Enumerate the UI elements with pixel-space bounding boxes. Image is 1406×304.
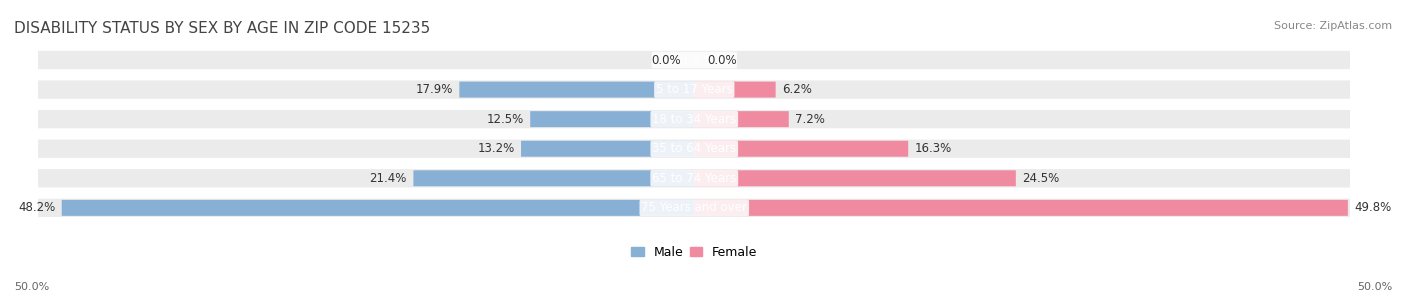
Text: 75 Years and over: 75 Years and over <box>641 201 747 214</box>
Text: 24.5%: 24.5% <box>1022 172 1060 185</box>
FancyBboxPatch shape <box>38 140 1351 158</box>
FancyBboxPatch shape <box>522 141 695 157</box>
Legend: Male, Female: Male, Female <box>626 241 762 264</box>
Text: 48.2%: 48.2% <box>18 201 55 214</box>
FancyBboxPatch shape <box>460 81 695 98</box>
Text: 18 to 34 Years: 18 to 34 Years <box>652 113 737 126</box>
FancyBboxPatch shape <box>695 200 1348 216</box>
Text: Source: ZipAtlas.com: Source: ZipAtlas.com <box>1274 21 1392 31</box>
FancyBboxPatch shape <box>695 141 908 157</box>
FancyBboxPatch shape <box>38 81 1351 99</box>
FancyBboxPatch shape <box>695 170 1015 186</box>
Text: 7.2%: 7.2% <box>796 113 825 126</box>
FancyBboxPatch shape <box>695 111 789 127</box>
FancyBboxPatch shape <box>38 110 1351 128</box>
Text: 0.0%: 0.0% <box>651 54 681 67</box>
Text: 0.0%: 0.0% <box>707 54 737 67</box>
Text: 50.0%: 50.0% <box>1357 282 1392 292</box>
FancyBboxPatch shape <box>62 200 695 216</box>
Text: 6.2%: 6.2% <box>782 83 813 96</box>
Text: 17.9%: 17.9% <box>415 83 453 96</box>
Text: Under 5 Years: Under 5 Years <box>654 54 735 67</box>
Text: 16.3%: 16.3% <box>915 142 952 155</box>
Text: 65 to 74 Years: 65 to 74 Years <box>652 172 737 185</box>
FancyBboxPatch shape <box>38 169 1351 188</box>
FancyBboxPatch shape <box>38 51 1351 69</box>
FancyBboxPatch shape <box>695 81 776 98</box>
Text: 49.8%: 49.8% <box>1354 201 1392 214</box>
Text: 35 to 64 Years: 35 to 64 Years <box>652 142 737 155</box>
FancyBboxPatch shape <box>530 111 695 127</box>
Text: 13.2%: 13.2% <box>477 142 515 155</box>
Text: DISABILITY STATUS BY SEX BY AGE IN ZIP CODE 15235: DISABILITY STATUS BY SEX BY AGE IN ZIP C… <box>14 21 430 36</box>
Text: 50.0%: 50.0% <box>14 282 49 292</box>
Text: 21.4%: 21.4% <box>370 172 406 185</box>
Text: 5 to 17 Years: 5 to 17 Years <box>657 83 733 96</box>
FancyBboxPatch shape <box>38 199 1351 217</box>
Text: 12.5%: 12.5% <box>486 113 523 126</box>
FancyBboxPatch shape <box>413 170 695 186</box>
